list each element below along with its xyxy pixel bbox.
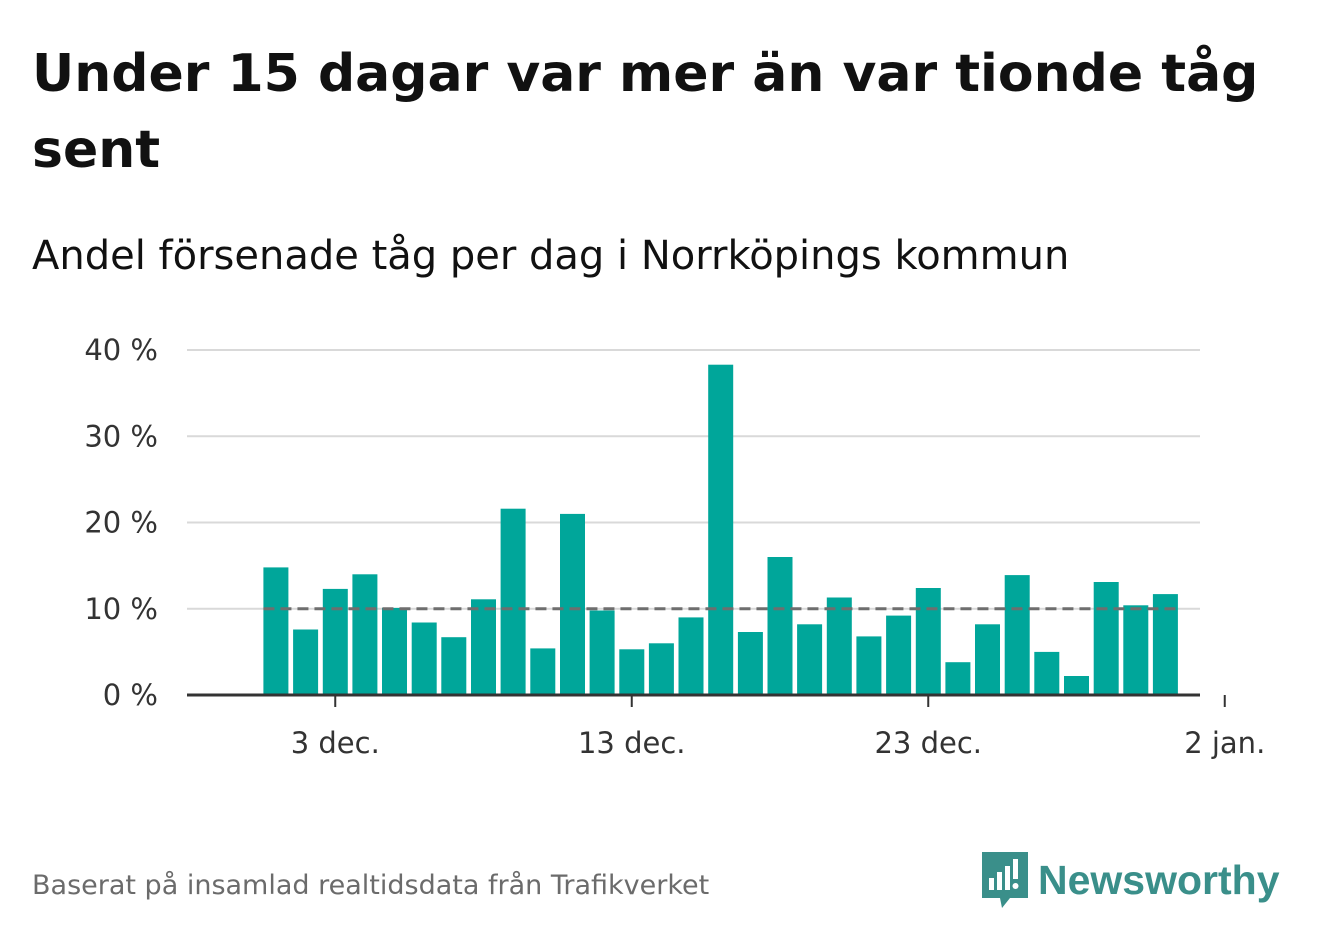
bar — [263, 567, 289, 695]
bar — [411, 622, 437, 695]
y-tick-label: 30 % — [84, 419, 158, 453]
bar — [1004, 575, 1030, 695]
bar — [915, 588, 941, 695]
bar — [1034, 651, 1060, 695]
bar — [826, 597, 852, 695]
bar — [441, 637, 467, 695]
brand-logo: Newsworthy — [980, 848, 1280, 912]
bar — [797, 624, 823, 695]
y-tick-label: 40 % — [84, 333, 158, 367]
bar — [1123, 605, 1149, 695]
bar — [737, 632, 763, 695]
bar — [767, 557, 793, 695]
bar — [530, 648, 556, 695]
bar — [886, 615, 912, 695]
x-tick-label: 3 dec. — [291, 726, 380, 760]
bar — [382, 607, 407, 695]
bar — [1152, 594, 1178, 695]
source-note: Baserat på insamlad realtidsdata från Tr… — [32, 870, 710, 901]
bar — [856, 636, 882, 695]
bar — [975, 624, 1000, 695]
bar — [589, 610, 615, 695]
bar — [293, 629, 319, 695]
chart-subtitle: Andel försenade tåg per dag i Norrköping… — [32, 233, 1070, 279]
brand-name: Newsworthy — [1038, 857, 1280, 903]
bar — [471, 599, 496, 695]
bar — [500, 508, 526, 695]
bar — [708, 364, 734, 695]
bar — [678, 617, 704, 695]
bar — [619, 649, 645, 695]
x-tick-label: 13 dec. — [578, 726, 686, 760]
bar — [560, 513, 585, 695]
bar — [648, 643, 674, 696]
y-tick-label: 10 % — [84, 592, 158, 626]
chart-title: Under 15 dagar var mer än var tionde tåg… — [32, 44, 1259, 180]
grid-lines — [187, 349, 1200, 610]
x-tick-label: 2 jan. — [1184, 726, 1265, 760]
newsworthy-logo-icon — [982, 852, 1028, 908]
bar — [322, 588, 348, 695]
bar — [1093, 582, 1119, 695]
bar-chart: 0 % 10 % 20 % 30 % 40 % 3 dec. 13 dec. 23 dec. 2… — [84, 333, 1265, 760]
axes: 0 % 10 % 20 % 30 % 40 % 3 dec. 13 dec. 23 dec. 2… — [84, 333, 1265, 760]
bars — [263, 364, 1178, 696]
bar — [1064, 676, 1089, 695]
y-tick-label: 20 % — [84, 506, 158, 540]
bar — [352, 574, 378, 696]
y-tick-label: 0 % — [103, 678, 158, 712]
bar — [945, 662, 971, 695]
x-tick-label: 23 dec. — [874, 726, 982, 760]
